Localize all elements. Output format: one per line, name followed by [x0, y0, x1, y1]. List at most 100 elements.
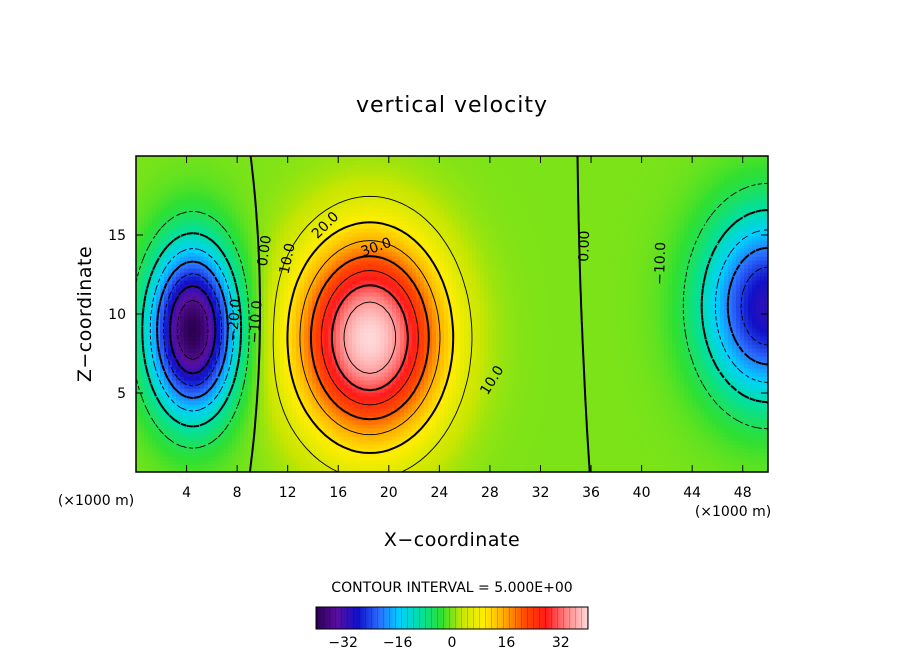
field-cell [148, 392, 153, 397]
field-cell [704, 416, 709, 421]
field-cell [476, 368, 481, 373]
field-cell [276, 448, 281, 453]
field-cell [664, 432, 669, 437]
field-cell [140, 364, 145, 369]
field-cell [364, 400, 369, 405]
field-cell [724, 408, 729, 413]
field-cell [272, 428, 277, 433]
field-cell [632, 356, 637, 361]
field-cell [396, 416, 401, 421]
field-cell [620, 372, 625, 377]
field-cell [672, 464, 677, 469]
field-cell [464, 352, 469, 357]
field-cell [460, 412, 465, 417]
field-cell [548, 468, 553, 472]
field-cell [408, 352, 413, 357]
field-cell [328, 408, 333, 413]
field-cell [384, 384, 389, 389]
field-cell [224, 364, 229, 369]
field-cell [720, 356, 725, 361]
field-cell [160, 392, 165, 397]
field-cell [180, 412, 185, 417]
field-cell [240, 344, 245, 349]
field-cell [728, 408, 733, 413]
field-cell [612, 360, 617, 365]
field-cell [516, 424, 521, 429]
field-cell [192, 468, 197, 472]
field-cell [172, 388, 177, 393]
field-cell [304, 440, 309, 445]
field-cell [524, 368, 529, 373]
field-cell [560, 384, 565, 389]
field-cell [748, 444, 753, 449]
field-cell [488, 380, 493, 385]
field-cell [636, 356, 641, 361]
field-cell [308, 380, 313, 385]
field-cell [632, 412, 637, 417]
field-cell [356, 436, 361, 441]
field-cell [296, 384, 301, 389]
field-cell [492, 416, 497, 421]
field-cell [168, 448, 173, 453]
field-cell [620, 368, 625, 373]
field-cell [352, 424, 357, 429]
field-cell [744, 360, 749, 365]
field-cell [528, 352, 533, 357]
field-cell [280, 344, 285, 349]
field-cell [220, 376, 225, 381]
field-cell [584, 432, 589, 437]
field-cell [196, 428, 201, 433]
field-cell [556, 400, 561, 405]
field-cell [732, 384, 737, 389]
field-cell [528, 412, 533, 417]
field-cell [684, 388, 689, 393]
field-cell [196, 400, 201, 405]
field-cell [304, 424, 309, 429]
field-cell [472, 348, 477, 353]
field-cell [640, 468, 645, 472]
field-cell [484, 380, 489, 385]
field-cell [200, 384, 205, 389]
field-cell [440, 416, 445, 421]
field-cell [216, 348, 221, 353]
field-cell [564, 352, 569, 357]
field-cell [320, 412, 325, 417]
field-cell [260, 344, 265, 349]
field-cell [252, 444, 257, 449]
field-cell [536, 388, 541, 393]
field-cell [452, 380, 457, 385]
field-cell [584, 372, 589, 377]
field-cell [464, 416, 469, 421]
field-cell [228, 420, 233, 425]
field-cell [188, 344, 193, 349]
field-cell [376, 400, 381, 405]
field-cell [748, 424, 753, 429]
field-cell [328, 368, 333, 373]
field-cell [160, 444, 165, 449]
field-cell [248, 388, 253, 393]
field-cell [340, 368, 345, 373]
field-cell [424, 448, 429, 453]
field-cell [532, 460, 537, 465]
field-cell [736, 364, 741, 369]
field-cell [512, 440, 517, 445]
field-cell [724, 356, 729, 361]
field-cell [332, 464, 337, 469]
field-cell [708, 380, 713, 385]
field-cell [756, 392, 761, 397]
field-cell [644, 424, 649, 429]
field-cell [756, 356, 761, 361]
field-cell [724, 464, 729, 469]
field-cell [440, 468, 445, 472]
field-cell [292, 468, 297, 472]
field-cell [736, 456, 741, 461]
field-cell [544, 420, 549, 425]
field-cell [544, 380, 549, 385]
field-cell [544, 464, 549, 469]
field-cell [612, 400, 617, 405]
field-cell [260, 380, 265, 385]
field-cell [660, 356, 665, 361]
field-cell [708, 372, 713, 377]
field-cell [172, 468, 177, 472]
field-cell [692, 376, 697, 381]
